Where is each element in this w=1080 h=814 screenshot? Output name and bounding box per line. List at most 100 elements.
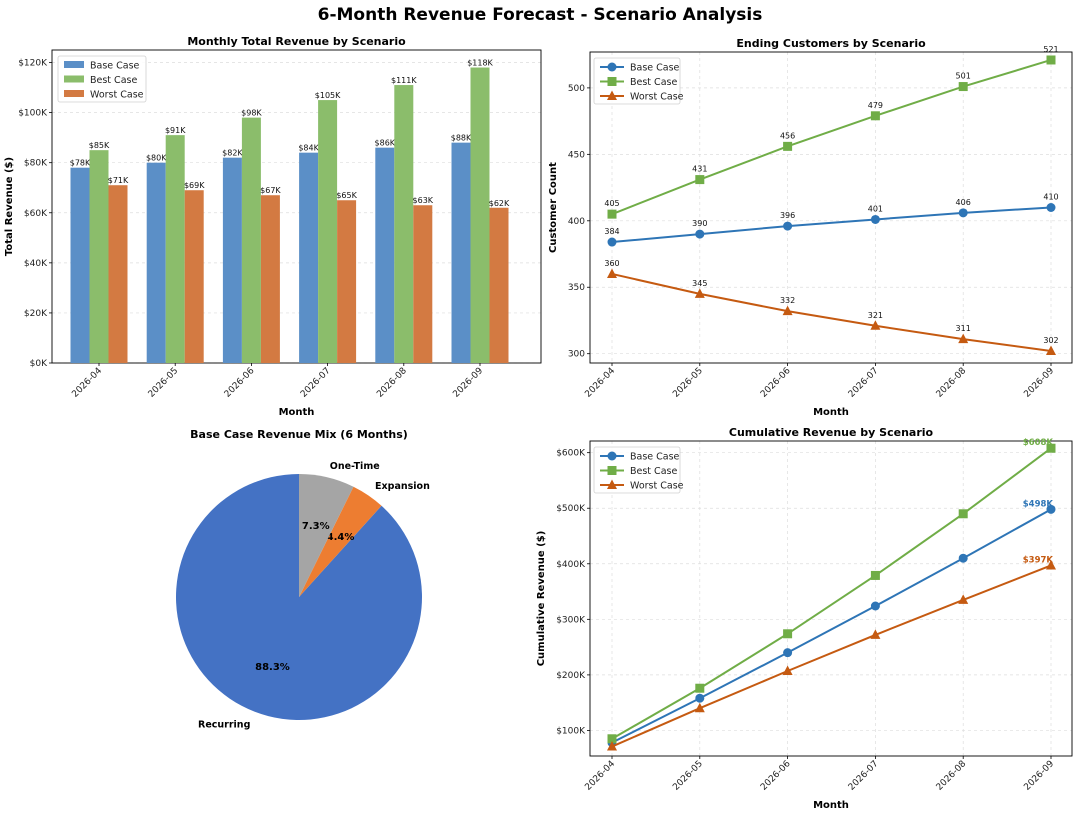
point-data-label: 345 [692,279,707,288]
x-tick-label: 2026-07 [847,366,881,400]
x-tick-label: 2026-04 [583,366,617,400]
point-base-case [783,648,793,658]
legend-label: Worst Case [630,481,684,492]
y-tick-label: $500K [556,504,586,514]
legend-swatch [64,75,84,83]
x-tick-label: 2026-06 [759,759,793,793]
bar-chart-monthly-revenue: $0K $20K $40K $60K $80K $100K $120K 2026-04 2026… [4,35,542,418]
bar-worst-case [260,195,280,363]
bar-worst-case [489,207,509,363]
legend-label: Base Case [630,452,680,463]
y-tick-label: $600K [556,449,586,459]
chart-title: Base Case Revenue Mix (6 Months) [190,428,408,441]
y-axis-label: Total Revenue ($) [4,157,15,256]
point-best-case [1046,443,1056,453]
point-base-case [870,601,880,611]
bar-data-label: $111K [391,76,417,85]
plot-frame [51,49,542,364]
pie-pct-label: 7.3% [302,521,330,532]
bar-data-label: $65K [336,191,357,200]
y-tick-label: $200K [556,671,586,681]
bar-worst-case [413,205,433,363]
legend-marker-square [607,466,617,475]
bar-best-case [394,85,414,363]
point-worst-case [607,268,617,278]
x-axis-label: Month [279,407,315,418]
point-worst-case [1046,559,1056,570]
figure-title: 6-Month Revenue Forecast - Scenario Anal… [318,5,763,25]
y-tick-label: $300K [556,615,586,625]
bar-base-case [299,152,319,363]
legend-label: Best Case [630,466,677,477]
point-data-label: 456 [780,131,795,140]
legend-label: Best Case [90,75,137,86]
line-chart-cumulative-revenue: $100K $200K $300K $400K $500K $600K 2026-04 202… [536,426,1073,811]
point-data-label: 311 [956,324,971,333]
pie-pct-label: 88.3% [255,662,290,673]
line-chart-ending-customers: 300 350 400 450 500 2026-04 2026-05 2026-06 2026… [548,37,1073,418]
point-worst-case [782,665,793,675]
bar-data-label: $118K [467,59,493,68]
y-tick-label: $0K [30,359,48,369]
point-data-label: 401 [868,204,883,213]
bar-worst-case [337,200,357,363]
pie-slice-one-time [299,474,354,597]
bar-data-label: $62K [489,199,510,208]
bar-data-label: $82K [222,149,243,158]
point-data-label: 360 [604,259,619,268]
pie-slice-expansion [299,486,382,597]
point-data-label: 321 [868,311,883,320]
legend-label: Base Case [90,61,140,72]
legend-marker-square [607,77,617,86]
bar-data-label: $86K [375,139,396,148]
point-best-case [958,82,968,92]
bar-best-case [318,100,338,363]
plot-frame [589,51,1073,364]
bar-data-label: $78K [70,159,91,168]
point-base-case [607,237,617,247]
point-best-case [870,111,880,121]
y-tick-label: 500 [568,84,585,94]
bar-best-case [470,67,490,363]
bar-worst-case [184,190,204,363]
end-value-label: $498K [1023,499,1054,509]
pie-pct-label: 4.4% [327,532,355,543]
bar-data-label: $80K [146,154,167,163]
x-tick-label: 2026-04 [583,759,617,793]
legend-marker-circle [607,451,617,461]
legend-item-best-case: Best Case [64,75,137,86]
legend-item-base-case: Base Case [64,61,140,72]
x-tick-label: 2026-04 [70,366,104,400]
point-data-label: 396 [780,211,795,220]
point-data-label: 390 [692,219,707,228]
point-data-label: 410 [1043,193,1058,202]
point-data-label: 521 [1043,45,1058,54]
point-data-label: 406 [956,198,971,207]
y-tick-label: $80K [24,159,48,169]
y-axis-label: Cumulative Revenue ($) [536,531,547,667]
point-base-case [1046,203,1056,212]
legend-item-base-case: Base Case [600,451,680,463]
x-tick-label: 2026-05 [147,366,181,400]
line-best-case [611,59,1052,216]
line-best-case [611,447,1052,740]
legend-swatch [64,90,84,97]
y-tick-label: 350 [568,283,585,293]
pie-label: Expansion [375,481,430,492]
point-base-case [870,214,880,224]
point-best-case [695,175,705,185]
legend-label: Worst Case [630,92,684,103]
y-axis-label: Customer Count [548,162,559,253]
point-data-label: 384 [604,227,619,236]
pie-label: One-Time [330,461,380,472]
bar-data-label: $105K [315,91,341,100]
x-tick-label: 2026-06 [759,366,793,400]
legend-marker-circle [607,62,617,72]
y-tick-label: 400 [568,217,585,227]
chart-title: Cumulative Revenue by Scenario [729,426,934,439]
legend-item-best-case: Best Case [600,466,677,477]
point-worst-case [694,702,705,713]
y-tick-label: $120K [18,59,48,69]
end-value-label: $608K [1023,438,1054,448]
